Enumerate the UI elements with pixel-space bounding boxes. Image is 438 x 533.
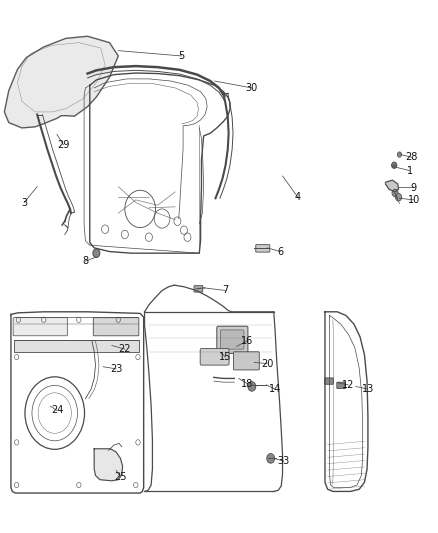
FancyBboxPatch shape: [200, 349, 229, 365]
Circle shape: [248, 382, 256, 391]
Text: 29: 29: [57, 140, 70, 150]
Text: 22: 22: [119, 344, 131, 354]
Circle shape: [397, 152, 402, 157]
FancyBboxPatch shape: [233, 352, 259, 370]
Text: 30: 30: [246, 83, 258, 93]
Circle shape: [267, 454, 275, 463]
Text: 12: 12: [342, 380, 354, 390]
Text: 1: 1: [406, 166, 413, 175]
Text: 9: 9: [411, 183, 417, 192]
FancyBboxPatch shape: [13, 318, 67, 336]
Text: 10: 10: [408, 195, 420, 205]
Text: 23: 23: [110, 364, 122, 374]
Text: 24: 24: [51, 406, 63, 415]
Text: 15: 15: [219, 352, 232, 362]
FancyBboxPatch shape: [337, 382, 346, 389]
Polygon shape: [4, 36, 118, 128]
FancyBboxPatch shape: [217, 326, 248, 353]
FancyBboxPatch shape: [93, 318, 139, 336]
Text: 25: 25: [114, 472, 127, 482]
Circle shape: [396, 193, 402, 201]
Text: 20: 20: [261, 359, 273, 368]
Text: 16: 16: [240, 336, 253, 346]
Circle shape: [392, 162, 397, 168]
Circle shape: [392, 189, 398, 197]
Polygon shape: [385, 180, 399, 192]
Polygon shape: [94, 449, 123, 481]
Text: 8: 8: [82, 256, 88, 266]
Text: 5: 5: [179, 51, 185, 61]
Text: 14: 14: [269, 384, 281, 394]
Text: 7: 7: [223, 286, 229, 295]
Text: 13: 13: [362, 384, 374, 394]
Text: 33: 33: [278, 456, 290, 466]
FancyBboxPatch shape: [220, 330, 244, 349]
Text: 4: 4: [295, 192, 301, 202]
FancyBboxPatch shape: [325, 378, 333, 384]
FancyBboxPatch shape: [14, 340, 139, 352]
FancyBboxPatch shape: [194, 286, 203, 292]
Text: 18: 18: [241, 379, 254, 389]
FancyBboxPatch shape: [256, 245, 270, 252]
Text: 28: 28: [406, 152, 418, 162]
Text: 6: 6: [277, 247, 283, 256]
Circle shape: [93, 249, 100, 257]
Text: 3: 3: [21, 198, 27, 207]
